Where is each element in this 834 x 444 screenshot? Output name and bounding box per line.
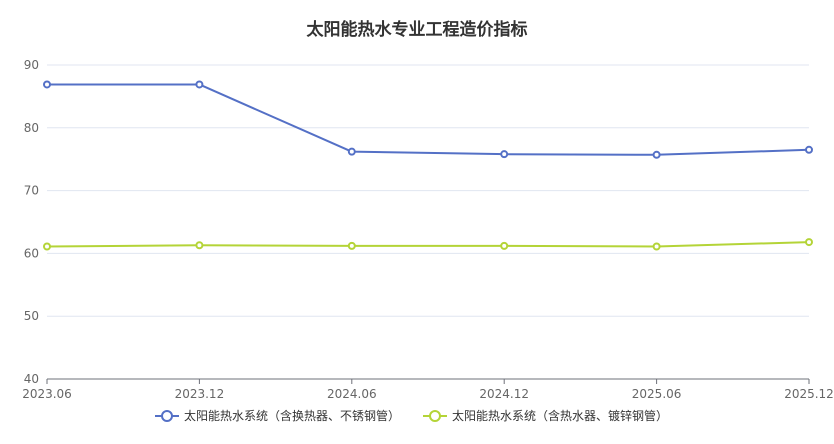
x-tick-label: 2025.06 [632,387,682,401]
legend[interactable]: 太阳能热水系统（含换热器、不锈钢管） 太阳能热水系统（含热水器、镀锌钢管） [155,408,668,423]
series-layer [43,80,813,251]
data-point[interactable] [805,145,813,154]
y-tick-label: 40 [24,372,39,386]
series-line [46,241,810,248]
legend-label: 太阳能热水系统（含热水器、镀锌钢管） [452,408,668,423]
data-point[interactable] [652,242,661,251]
data-point[interactable] [195,241,204,250]
x-axis: 2023.06 2023.12 2024.06 2024.12 2025.06 2025.… [22,378,834,401]
data-point[interactable] [805,238,813,247]
x-tick-label: 2023.06 [22,387,72,401]
series-2 [43,238,813,251]
legend-label: 太阳能热水系统（含换热器、不锈钢管） [184,408,400,423]
y-axis-tick-labels: 40 50 60 70 80 90 [24,58,39,386]
grid-lines [47,64,809,317]
x-tick-label: 2024.06 [327,387,377,401]
x-tick-label: 2024.12 [479,387,529,401]
series-1 [43,80,813,159]
chart-title: 太阳能热水专业工程造价指标 [307,19,528,40]
y-tick-label: 70 [24,184,39,198]
legend-item-1[interactable]: 太阳能热水系统（含换热器、不锈钢管） [155,408,400,423]
data-point[interactable] [347,241,356,250]
data-point[interactable] [500,241,509,250]
legend-swatch-marker [429,410,441,422]
data-point[interactable] [347,147,356,156]
y-tick-label: 90 [24,58,39,72]
x-tick-label: 2023.12 [175,387,225,401]
x-tick-label: 2025.12 [784,387,834,401]
data-point[interactable] [43,242,51,251]
y-tick-label: 80 [24,121,39,135]
data-point[interactable] [652,150,661,159]
data-point[interactable] [500,150,509,159]
y-tick-label: 60 [24,246,39,260]
y-tick-label: 50 [24,309,39,323]
legend-item-2[interactable]: 太阳能热水系统（含热水器、镀锌钢管） [423,408,668,423]
legend-swatch-marker [161,410,173,422]
data-point[interactable] [195,80,204,89]
series-line [47,83,810,156]
data-point[interactable] [43,80,51,89]
